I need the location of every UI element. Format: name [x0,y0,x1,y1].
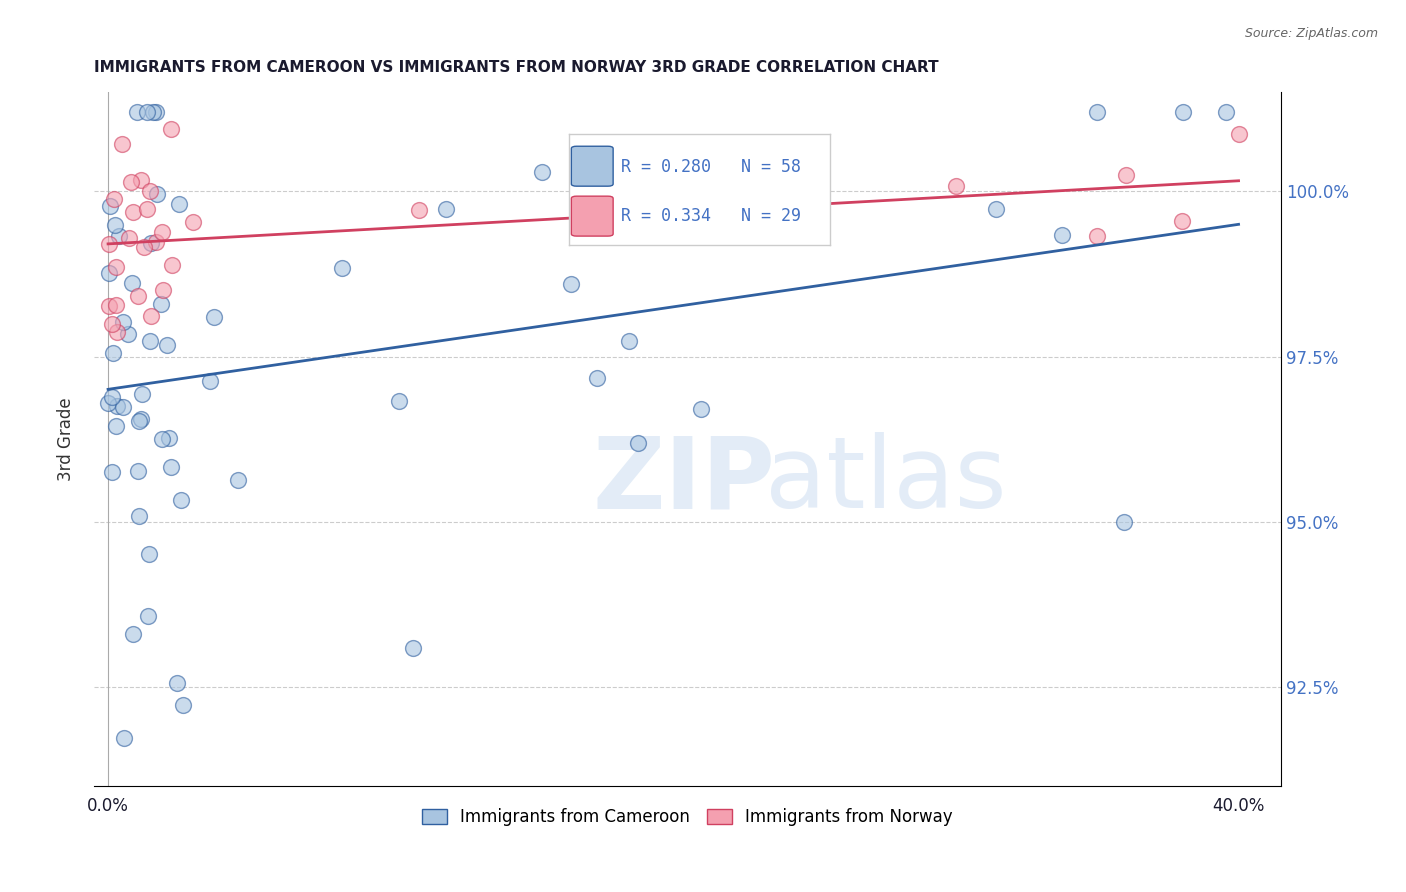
Point [121,627,143,641]
Point [145,235,167,250]
Text: ZIP: ZIP [592,433,775,529]
Point [226,474,249,488]
Text: Source: ZipAtlas.com: Source: ZipAtlas.com [1244,27,1378,40]
Point [1171,214,1194,228]
Point [408,203,430,218]
Point [108,229,131,244]
Point [202,310,225,324]
Point [586,370,609,384]
Point [136,105,159,120]
Point [101,390,124,404]
Point [136,609,159,624]
Point [160,121,183,136]
Point [531,165,554,179]
Point [689,401,711,416]
Point [105,326,128,340]
Point [129,412,152,426]
Point [139,334,162,349]
Point [984,202,1007,216]
Point [131,386,153,401]
Point [159,460,181,475]
Point [1215,105,1237,120]
Point [103,192,125,206]
Point [150,225,173,239]
Point [167,196,190,211]
Point [172,698,194,712]
Point [388,394,411,409]
Point [150,296,173,310]
Text: IMMIGRANTS FROM CAMEROON VS IMMIGRANTS FROM NORWAY 3RD GRADE CORRELATION CHART: IMMIGRANTS FROM CAMEROON VS IMMIGRANTS F… [94,60,939,75]
Point [627,436,650,450]
Point [401,640,423,655]
Text: atlas: atlas [765,433,1007,529]
Point [1227,127,1250,141]
Point [128,464,150,478]
Point [1085,228,1108,243]
Point [100,317,122,331]
Point [162,258,184,272]
Point [127,105,149,120]
Point [104,298,127,312]
Point [112,731,135,746]
Point [330,261,353,276]
Point [146,187,169,202]
Point [142,105,165,120]
Point [120,175,142,189]
Point [1085,105,1108,120]
Point [97,396,120,410]
Point [434,202,457,216]
Point [1173,105,1195,120]
Point [945,178,967,193]
Point [111,400,134,414]
Point [139,235,162,250]
Point [97,266,120,280]
Point [181,214,204,228]
Point [136,202,159,216]
Point [166,676,188,690]
Point [122,205,145,219]
Point [98,199,121,213]
Point [141,309,163,323]
Y-axis label: 3rd Grade: 3rd Grade [58,397,75,481]
Point [104,419,127,434]
Point [138,548,160,562]
Legend: Immigrants from Cameroon, Immigrants from Norway: Immigrants from Cameroon, Immigrants fro… [415,802,959,833]
Point [98,299,121,313]
Point [1050,228,1073,243]
Point [150,432,173,446]
Point [98,237,121,252]
Point [121,276,143,290]
Point [131,173,153,187]
Point [128,508,150,523]
Point [157,431,180,445]
Point [103,345,125,359]
Point [139,184,162,198]
Point [1115,168,1137,182]
Point [117,326,139,341]
Point [127,289,149,303]
Point [619,334,641,348]
Point [1112,516,1135,530]
Point [128,413,150,427]
Point [105,260,128,274]
Point [110,136,132,151]
Point [560,277,582,291]
Point [132,240,155,254]
Point [152,283,174,297]
Point [101,465,124,479]
Point [156,338,179,352]
Point [198,375,221,389]
Point [145,105,167,120]
Point [107,400,129,414]
Point [112,315,135,329]
Point [169,493,191,508]
Point [118,231,141,245]
Point [103,218,125,232]
